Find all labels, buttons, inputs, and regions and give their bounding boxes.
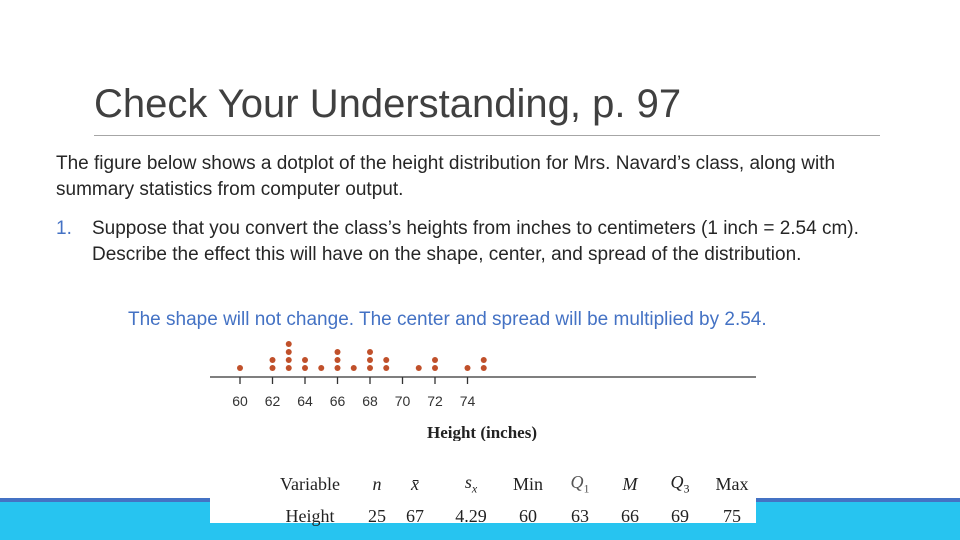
dot-66-3: [334, 349, 341, 355]
title-divider: [94, 135, 880, 136]
dot-60-1: [237, 365, 243, 371]
header-q1-letter: Q: [570, 471, 584, 492]
summary-header-row: Variable n x̄ sx Min Q1 M Q3 Max: [260, 468, 754, 500]
x-tick-label-68: 68: [362, 393, 378, 409]
cell-variable: Height: [285, 505, 335, 526]
dot-71-1: [415, 365, 422, 371]
dot-66-2: [334, 357, 341, 363]
cell-sd: 4.29: [455, 505, 487, 526]
dot-69-1: [383, 365, 390, 371]
header-q3-subscript: 3: [683, 481, 690, 496]
x-tick-label-66: 66: [330, 393, 346, 409]
x-tick-label-70: 70: [395, 393, 411, 409]
header-max: Max: [715, 473, 749, 494]
dot-68-2: [367, 357, 373, 363]
question-text: Suppose that you convert the class’s hei…: [92, 218, 859, 265]
header-sd-subscript: x: [471, 481, 478, 496]
question-number: 1.: [56, 218, 72, 239]
x-axis-label: Height (inches): [427, 423, 537, 441]
dot-72-2: [432, 357, 438, 363]
dot-68-1: [367, 365, 373, 371]
summary-data-row: Height 25 67 4.29 60 63 66 69 75: [260, 500, 754, 532]
summary-statistics-table: Variable n x̄ sx Min Q1 M Q3 Max Height …: [260, 468, 754, 532]
x-tick-label-62: 62: [265, 393, 281, 409]
header-n: n: [372, 473, 382, 494]
cell-max: 75: [723, 505, 741, 526]
dot-62-2: [269, 357, 276, 363]
x-tick-label-74: 74: [460, 393, 476, 409]
x-tick-label-64: 64: [297, 393, 313, 409]
slide-title: Check Your Understanding, p. 97: [94, 82, 682, 126]
x-tick-label-60: 60: [232, 393, 248, 409]
dot-63-2: [285, 357, 292, 363]
cell-q3: 69: [671, 505, 689, 526]
header-sd: sx: [436, 468, 506, 500]
header-q1-subscript: 1: [583, 481, 590, 496]
header-q3: Q3: [650, 468, 710, 500]
dot-63-4: [285, 341, 292, 347]
cell-mean: 67: [406, 505, 424, 526]
dot-69-2: [383, 357, 390, 363]
header-sd-symbol: s: [464, 471, 472, 492]
dot-66-1: [334, 365, 341, 371]
dot-62-1: [269, 365, 276, 371]
dot-67-1: [350, 365, 357, 371]
dotplot-chart: Height (inches) 60 62 64 66 68 70 72 74: [210, 341, 756, 441]
cell-q1: 63: [571, 505, 589, 526]
cell-median: 66: [621, 505, 639, 526]
dot-75-1: [480, 365, 487, 371]
dot-74-1: [464, 365, 471, 371]
x-tick-label-72: 72: [427, 393, 443, 409]
header-min: Min: [512, 473, 543, 494]
dot-65-1: [318, 365, 325, 371]
dot-64-1: [302, 365, 308, 371]
cell-min: 60: [519, 505, 537, 526]
header-variable: Variable: [280, 473, 340, 494]
intro-paragraph: The figure below shows a dotplot of the …: [56, 153, 836, 200]
dot-68-3: [367, 349, 373, 355]
dot-72-1: [432, 365, 438, 371]
dot-63-1: [285, 365, 292, 371]
cell-n: 25: [368, 505, 386, 526]
dot-63-3: [285, 349, 292, 355]
header-q3-letter: Q: [670, 471, 684, 492]
dot-75-2: [480, 357, 487, 363]
header-q1: Q1: [550, 468, 610, 500]
header-mean: x̄: [411, 473, 419, 494]
dot-64-2: [302, 357, 308, 363]
dotplot-figure: Height (inches) 60 62 64 66 68 70 72 74 Variabl…: [210, 331, 756, 526]
answer-text: The shape will not change. The center an…: [128, 309, 767, 330]
header-median: M: [622, 473, 638, 494]
